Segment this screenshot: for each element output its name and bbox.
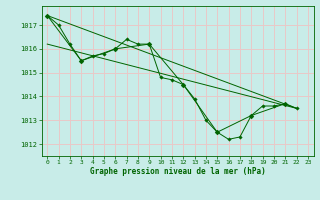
X-axis label: Graphe pression niveau de la mer (hPa): Graphe pression niveau de la mer (hPa) [90, 167, 266, 176]
